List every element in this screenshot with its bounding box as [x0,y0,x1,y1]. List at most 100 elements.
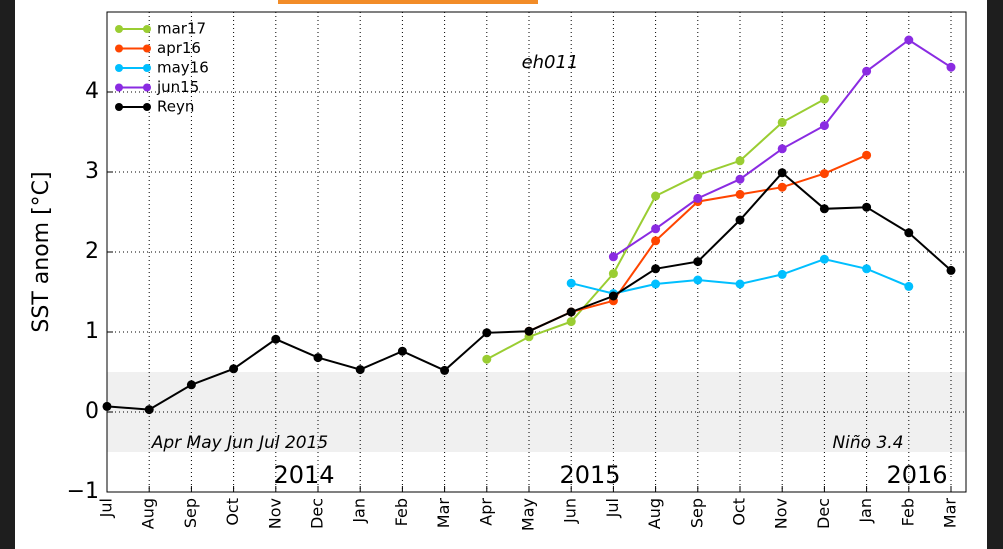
top-accent [278,0,538,4]
x-tick-label: Jul [603,498,622,518]
data-point [186,380,196,390]
canvas [15,0,987,549]
y-tick-label: 1 [85,319,99,344]
x-tick-label: Nov [265,498,284,529]
legend-marker [143,25,151,33]
data-point [735,174,745,184]
data-point [819,254,829,264]
x-tick-label: Dec [814,498,833,529]
data-point [735,156,745,166]
x-tick-label: Oct [730,498,749,526]
y-tick-label: 3 [85,159,99,184]
data-point [735,189,745,199]
legend-marker [115,103,123,111]
data-point [229,364,239,374]
data-point [862,66,872,76]
legend-marker [143,64,151,72]
data-point [524,326,534,336]
x-tick-label: Feb [392,498,411,526]
legend-marker [143,103,151,111]
legend-marker [143,83,151,92]
data-point [946,62,956,72]
legend-label: Reyn [157,98,194,116]
legend-marker [115,44,123,53]
data-point [777,117,787,127]
data-point [904,228,914,238]
data-point [819,169,829,179]
y-tick-label: 4 [85,79,99,104]
annotation: 2016 [886,461,947,489]
data-point [608,269,618,279]
data-point [144,405,154,415]
data-point [693,257,703,267]
data-point [862,264,872,274]
data-point [271,334,281,344]
legend-marker [115,25,123,33]
x-tick-label: Nov [772,498,791,529]
data-point [651,264,661,274]
data-point [904,281,914,291]
data-point [693,275,703,285]
legend-marker [143,44,151,53]
y-axis-label: SST anom [°C] [29,171,54,332]
data-point [482,328,492,338]
annotation: 2015 [559,461,620,489]
data-point [735,215,745,225]
y-tick-label: 0 [85,399,99,424]
legend-label: may16 [157,59,209,77]
annotation: 2014 [273,461,334,489]
data-point [482,354,492,364]
data-point [566,317,576,327]
data-point [777,182,787,192]
data-point [693,193,703,203]
data-point [566,278,576,288]
x-tick-label: May [519,498,538,531]
x-tick-label: Sep [687,498,706,528]
data-point [693,170,703,180]
data-point [355,365,365,375]
x-tick-label: Jun [561,498,580,524]
x-tick-label: Jul [97,498,116,518]
data-point [651,279,661,289]
plot-frame [106,11,967,493]
data-point [102,401,112,411]
x-tick-label: Dec [308,498,327,529]
x-tick-label: Mar [434,498,453,529]
annotation: eh011 [522,52,579,73]
y-tick-label: −1 [67,479,99,504]
data-point [862,150,872,160]
data-point [777,144,787,154]
data-point [313,353,323,363]
y-tick-label: 2 [85,239,99,264]
data-point [440,365,450,375]
x-tick-label: Feb [898,498,917,526]
x-tick-label: Aug [139,498,158,529]
data-point [651,191,661,201]
data-point [862,202,872,212]
data-point [651,236,661,246]
data-point [946,265,956,275]
data-point [777,269,787,279]
data-point [735,279,745,289]
data-point [608,291,618,301]
legend-label: jun15 [156,78,199,96]
x-tick-label: Oct [223,498,242,526]
legend-label: apr16 [157,39,201,57]
x-tick-label: Mar [941,498,960,529]
data-point [819,94,829,104]
x-tick-label: Jan [856,498,875,524]
data-point [397,346,407,356]
x-tick-label: Sep [181,498,200,528]
data-point [566,307,576,317]
data-point [819,121,829,131]
legend-label: mar17 [157,20,206,38]
legend-marker [115,64,123,72]
data-point [904,35,914,45]
legend-marker [115,83,123,92]
data-point [608,252,618,262]
data-point [651,224,661,234]
data-point [777,168,787,178]
shaded-band [107,372,966,452]
data-point [819,204,829,214]
